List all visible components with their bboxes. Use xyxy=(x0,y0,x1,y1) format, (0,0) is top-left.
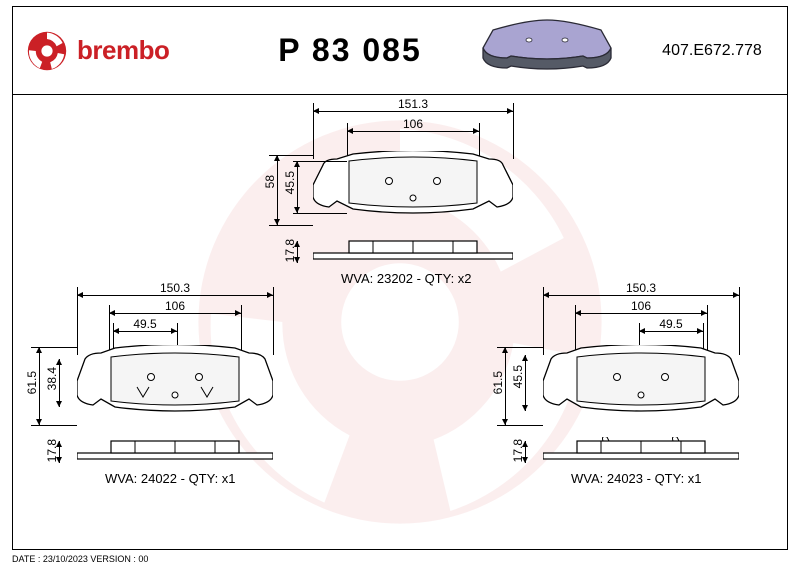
header-row: brembo P 83 085 407.E672.778 xyxy=(13,7,787,95)
dim-top-winner: 106 xyxy=(347,117,479,131)
wva-left: WVA: 24022 - QTY: x1 xyxy=(105,471,236,486)
pad-left-face xyxy=(77,345,273,427)
dim-right-wsmall: 49.5 xyxy=(639,317,703,331)
part-number: P 83 085 xyxy=(243,7,457,94)
pad-top-face xyxy=(313,151,513,229)
drawing-body: 151.3 106 58 45.5 xyxy=(13,95,787,549)
dim-right-winner: 106 xyxy=(575,299,707,313)
dim-right-thk: 17.8 xyxy=(511,439,525,462)
brembo-logo-icon xyxy=(27,31,67,71)
footer-text: DATE : 23/10/2023 VERSION : 00 xyxy=(12,554,148,564)
pad-3d-icon xyxy=(477,18,617,84)
pad-right-face xyxy=(543,345,739,427)
pad-left-side xyxy=(77,439,273,465)
dim-left-wouter: 150.3 xyxy=(77,281,273,295)
dim-left-thk: 17.8 xyxy=(45,439,59,462)
pad-3d-cell xyxy=(457,7,637,94)
dim-right-houter: 61.5 xyxy=(491,371,505,394)
dim-top-hinner: 45.5 xyxy=(283,171,297,194)
brand-cell: brembo xyxy=(13,7,243,94)
dim-left-hinner: 38.4 xyxy=(45,367,59,390)
dim-top-thk: 17.8 xyxy=(283,239,297,262)
dim-top-wouter: 151.3 xyxy=(313,97,513,111)
dim-left-houter: 61.5 xyxy=(25,371,39,394)
dim-right-wouter: 150.3 xyxy=(543,281,739,295)
dim-left-winner: 106 xyxy=(109,299,241,313)
brand-name: brembo xyxy=(77,35,169,66)
dim-top-houter: 58 xyxy=(263,175,277,188)
wva-right: WVA: 24023 - QTY: x1 xyxy=(571,471,702,486)
wva-top: WVA: 23202 - QTY: x2 xyxy=(341,271,472,286)
dim-right-hinner: 45.5 xyxy=(511,365,525,388)
drawing-frame: brembo P 83 085 407.E672.778 xyxy=(12,6,788,550)
reference-number: 407.E672.778 xyxy=(637,7,787,94)
dim-left-wsmall: 49.5 xyxy=(113,317,177,331)
pad-top-side xyxy=(313,239,513,265)
pad-right-side xyxy=(543,437,739,467)
